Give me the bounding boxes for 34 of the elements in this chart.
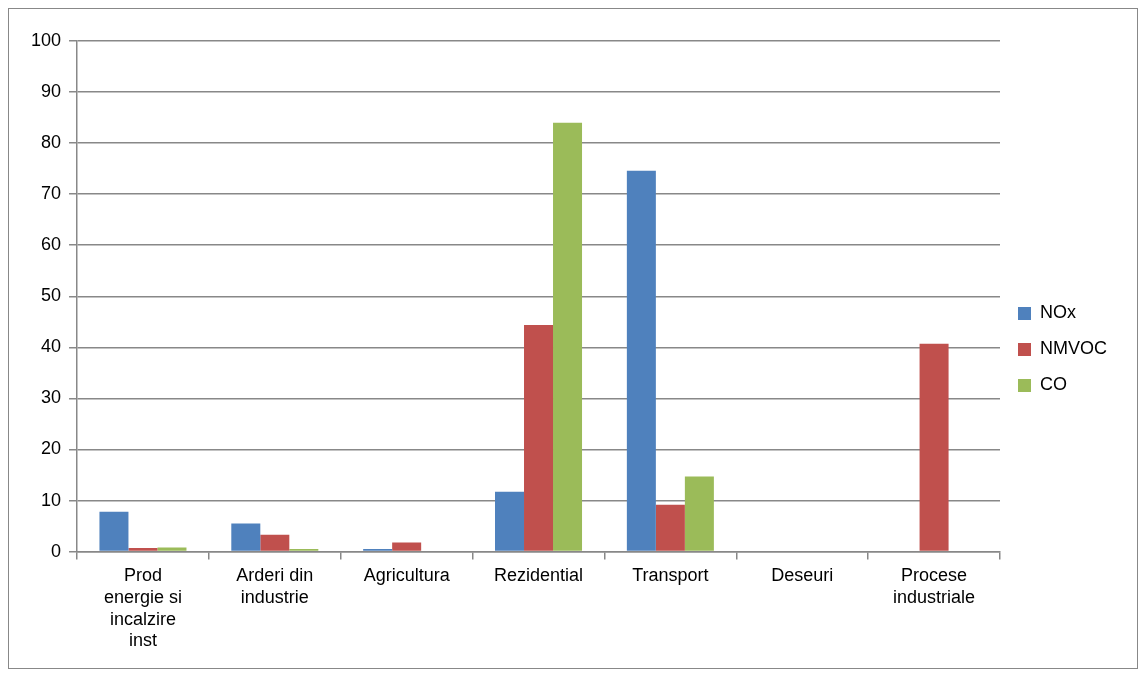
bar bbox=[626, 170, 656, 551]
bar bbox=[99, 511, 129, 551]
bar bbox=[684, 476, 714, 551]
y-tick-label: 60 bbox=[41, 234, 62, 255]
bar bbox=[553, 122, 583, 551]
y-tick-label: 40 bbox=[41, 336, 62, 357]
y-tick-label: 50 bbox=[41, 285, 62, 306]
bar bbox=[524, 324, 554, 551]
x-tick-label: Agricultura bbox=[363, 565, 451, 586]
legend-label: CO bbox=[1040, 374, 1067, 395]
x-tick-label: Deseuri bbox=[771, 565, 834, 586]
y-tick-label: 30 bbox=[41, 387, 62, 408]
y-tick-label: 10 bbox=[41, 489, 62, 510]
bar bbox=[157, 547, 187, 551]
bar bbox=[231, 523, 261, 551]
bar bbox=[128, 548, 158, 551]
bar bbox=[919, 343, 949, 551]
x-tick-label: Rezidential bbox=[493, 565, 584, 586]
y-tick-label: 20 bbox=[41, 438, 62, 459]
legend-label: NOx bbox=[1040, 302, 1076, 323]
x-tick-label: Transport bbox=[632, 565, 709, 586]
y-tick-label: 80 bbox=[41, 132, 62, 153]
bar bbox=[495, 491, 525, 551]
legend-label: NMVOC bbox=[1040, 338, 1107, 359]
x-tick-label: Prod energie si incalzire inst bbox=[103, 565, 182, 651]
bar bbox=[392, 542, 422, 551]
bar bbox=[260, 534, 290, 551]
y-tick-label: 100 bbox=[30, 29, 62, 50]
bar bbox=[655, 504, 685, 551]
y-tick-label: 70 bbox=[41, 183, 62, 204]
x-tick-label: Arderi din industrie bbox=[236, 565, 314, 607]
x-tick-label: Procese industriale bbox=[893, 565, 976, 607]
y-tick-label: 90 bbox=[41, 81, 62, 102]
y-tick-label: 0 bbox=[51, 540, 62, 561]
